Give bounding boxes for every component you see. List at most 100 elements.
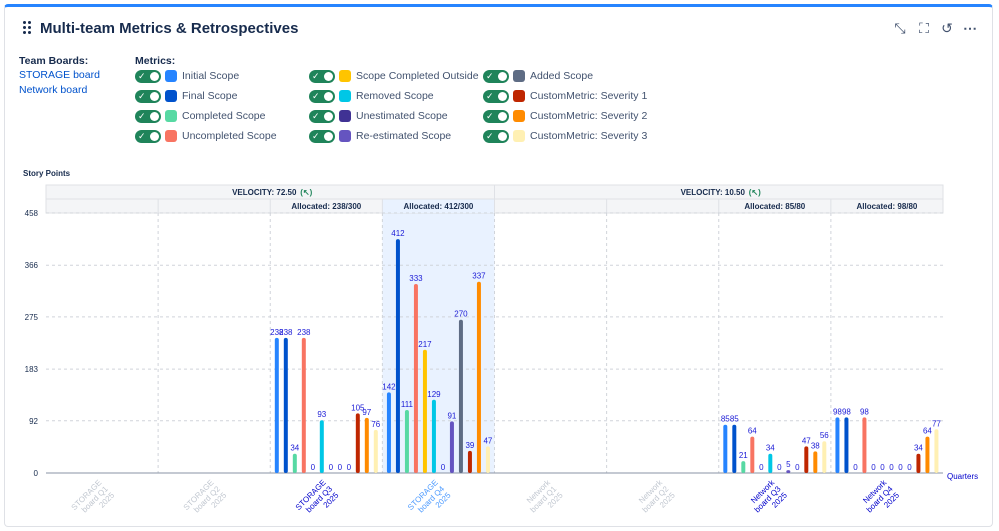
bar [386, 392, 391, 473]
metric-label: Scope Completed Outside [356, 70, 479, 82]
data-label: 0 [898, 463, 903, 472]
metric-toggle[interactable]: ✓ [309, 130, 335, 143]
data-label: 0 [338, 463, 343, 472]
metric-label: CustomMetric: Severity 1 [530, 90, 648, 102]
data-label: 0 [880, 463, 885, 472]
bar [732, 424, 737, 473]
metric-label: Added Scope [530, 70, 594, 82]
check-icon: ✓ [312, 111, 320, 121]
data-label: 105 [351, 403, 365, 412]
data-label: 21 [739, 451, 748, 460]
collapse-icon[interactable]: ⤡ [894, 20, 906, 36]
metric-toggle[interactable]: ✓ [483, 90, 509, 103]
velocity-label: VELOCITY: 72.50 [232, 188, 297, 197]
data-label: 0 [311, 463, 316, 472]
metric-re-estimated-scope: ✓ Re-estimated Scope [309, 129, 479, 145]
trend-up-icon: (↖) [300, 188, 312, 197]
bar [467, 450, 472, 473]
metric-final-scope: ✓ Final Scope [135, 89, 305, 105]
bar [862, 417, 867, 473]
bar [283, 337, 288, 473]
metric-color-swatch [165, 90, 177, 102]
metric-removed-scope: ✓ Removed Scope [309, 89, 479, 105]
data-label: 85 [730, 415, 739, 424]
metric-custommetric-severity-1: ✓ CustomMetric: Severity 1 [483, 89, 653, 105]
bar [458, 319, 463, 473]
metrics-panel: Multi-team Metrics & Retrospectives ⤡ ⛶ … [4, 4, 993, 527]
metric-toggle[interactable]: ✓ [483, 110, 509, 123]
highlight-header [382, 199, 495, 213]
data-label: 34 [914, 444, 923, 453]
bar [835, 417, 840, 473]
metric-custommetric-severity-2: ✓ CustomMetric: Severity 2 [483, 109, 653, 125]
more-icon[interactable]: ⋯ [963, 20, 977, 36]
metric-color-swatch [513, 90, 525, 102]
metric-color-swatch [339, 130, 351, 142]
metric-toggle[interactable]: ✓ [135, 110, 161, 123]
team-board-link-storage[interactable]: STORAGE board [19, 69, 100, 81]
metric-toggle[interactable]: ✓ [135, 130, 161, 143]
check-icon: ✓ [312, 131, 320, 141]
metric-label: CustomMetric: Severity 3 [530, 130, 648, 142]
data-label: 337 [472, 272, 486, 281]
trend-up-icon: (↖) [749, 188, 761, 197]
metric-toggle[interactable]: ✓ [483, 70, 509, 83]
bar [395, 239, 400, 473]
check-icon: ✓ [486, 111, 494, 121]
data-label: 34 [290, 444, 299, 453]
bar [750, 436, 755, 473]
metric-toggle[interactable]: ✓ [135, 90, 161, 103]
data-label: 270 [454, 310, 468, 319]
data-label: 0 [889, 463, 894, 472]
metric-toggle[interactable]: ✓ [309, 110, 335, 123]
metric-color-swatch [339, 90, 351, 102]
y-tick-label: 366 [25, 261, 39, 270]
data-label: 0 [853, 463, 858, 472]
bar [373, 429, 378, 473]
metric-toggle[interactable]: ✓ [483, 130, 509, 143]
data-label: 98 [833, 407, 842, 416]
data-label: 91 [447, 411, 456, 420]
metric-unestimated-scope: ✓ Unestimated Scope [309, 109, 479, 125]
bar [301, 337, 306, 473]
metric-label: Final Scope [182, 90, 238, 102]
metric-toggle[interactable]: ✓ [135, 70, 161, 83]
refresh-icon[interactable]: ↺ [941, 20, 953, 36]
team-board-link-network[interactable]: Network board [19, 84, 88, 96]
y-axis-title: Story Points [23, 169, 71, 178]
data-label: 238 [270, 328, 284, 337]
data-label: 333 [409, 274, 423, 283]
bar [804, 446, 809, 473]
metric-label: Uncompleted Scope [182, 130, 277, 142]
y-tick-label: 0 [34, 469, 39, 478]
x-tick-label: STORAGEboard Q12025 [70, 478, 117, 525]
data-label: 217 [418, 340, 432, 349]
metric-toggle[interactable]: ✓ [309, 70, 335, 83]
data-label: 0 [329, 463, 334, 472]
metric-label: Initial Scope [182, 70, 240, 82]
check-icon: ✓ [312, 91, 320, 101]
metric-color-swatch [165, 110, 177, 122]
metric-toggle[interactable]: ✓ [309, 90, 335, 103]
bar [723, 424, 728, 473]
data-label: 98 [860, 407, 869, 416]
check-icon: ✓ [312, 71, 320, 81]
check-icon: ✓ [486, 71, 494, 81]
metrics-label: Metrics: [135, 55, 176, 67]
bar [404, 409, 409, 473]
highlight-band [382, 185, 495, 473]
bar [319, 420, 324, 473]
data-label: 39 [465, 441, 474, 450]
x-tick-label: STORAGEboard Q32025 [294, 478, 341, 525]
data-label: 93 [317, 410, 326, 419]
bar [934, 429, 939, 473]
drag-handle-icon[interactable] [23, 21, 33, 35]
data-label: 0 [795, 463, 800, 472]
data-label: 0 [759, 463, 764, 472]
chart: VELOCITY: 72.50 (↖) VELOCITY: 10.50 (↖)Allo… [25, 184, 978, 525]
fullscreen-icon[interactable]: ⛶ [919, 20, 929, 36]
metric-color-swatch [513, 110, 525, 122]
y-tick-label: 183 [25, 365, 39, 374]
allocated-label: Allocated: 412/300 [404, 202, 474, 211]
metric-color-swatch [339, 70, 351, 82]
